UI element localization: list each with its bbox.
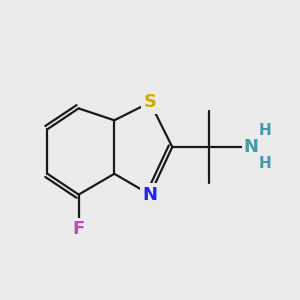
Text: N: N [244, 138, 259, 156]
Text: H: H [259, 156, 272, 171]
Text: S: S [143, 93, 157, 111]
Text: F: F [73, 220, 85, 238]
Text: H: H [259, 123, 272, 138]
Text: N: N [142, 186, 158, 204]
